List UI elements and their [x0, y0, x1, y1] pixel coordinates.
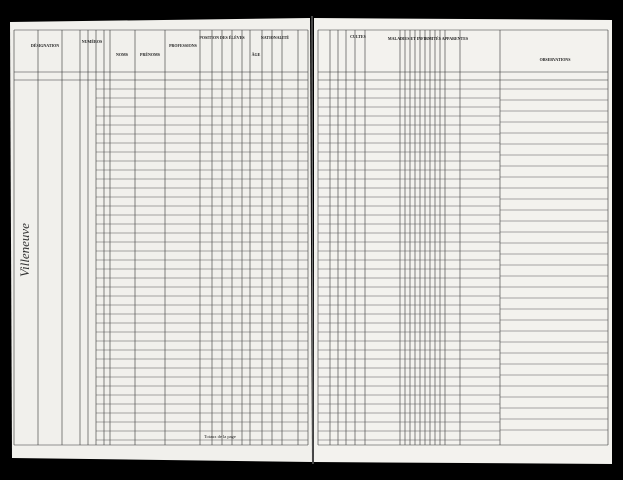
margin-note: Villeneuve	[17, 223, 32, 277]
header: DÉSIGNATION	[31, 43, 59, 48]
binding	[311, 15, 314, 465]
page-total-label: Totaux de la page	[204, 434, 236, 439]
table-grid	[13, 29, 609, 446]
header: MALADIES ET INFIRMITÉS APPARENTES	[388, 36, 469, 41]
header: POSITION DES ÉLÈVES	[199, 35, 245, 40]
left-page	[10, 18, 312, 462]
header: ÂGE	[252, 52, 261, 57]
header: NUMÉROS	[82, 39, 103, 44]
header: OBSERVATIONS	[540, 57, 572, 62]
right-page	[314, 18, 612, 464]
header: CULTES	[350, 34, 366, 39]
header: NOMS	[116, 52, 129, 57]
header: NATIONALITÉ	[261, 35, 289, 40]
header: PRÉNOMS	[140, 52, 161, 57]
header: PROFESSIONS	[169, 43, 198, 48]
